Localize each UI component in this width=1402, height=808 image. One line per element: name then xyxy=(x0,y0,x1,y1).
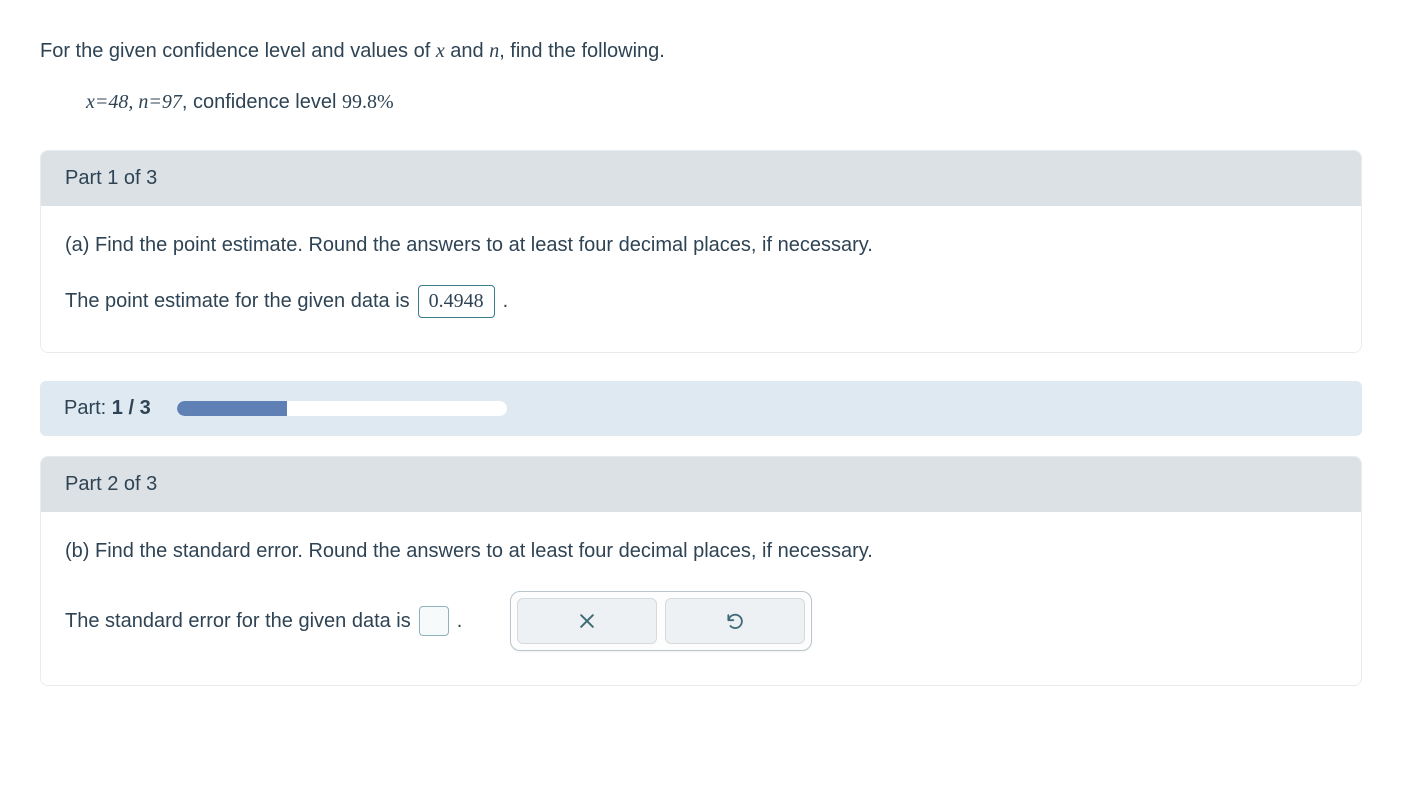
part-2-card: Part 2 of 3 (b) Find the standard error.… xyxy=(40,456,1362,686)
progress-label-prefix: Part: xyxy=(64,397,112,419)
intro-suffix: , find the following. xyxy=(499,40,665,62)
intro-mid: and xyxy=(445,40,489,62)
undo-icon xyxy=(725,611,745,631)
x-icon xyxy=(577,611,597,631)
answer-toolbar xyxy=(510,591,812,651)
part-2-answer-input[interactable] xyxy=(419,606,449,636)
problem-intro: For the given confidence level and value… xyxy=(40,40,1362,63)
progress-label-value: 1 / 3 xyxy=(112,397,151,419)
part-1-answer-prefix: The point estimate for the given data is xyxy=(65,290,410,313)
part-1-card: Part 1 of 3 (a) Find the point estimate.… xyxy=(40,150,1362,353)
clear-button[interactable] xyxy=(517,598,657,644)
part-1-header: Part 1 of 3 xyxy=(41,151,1361,206)
part-1-answer-line: The point estimate for the given data is… xyxy=(65,285,1337,318)
progress-fill xyxy=(177,401,287,416)
given-level: 99.8% xyxy=(342,91,394,113)
intro-prefix: For the given confidence level and value… xyxy=(40,40,436,62)
part-1-body: (a) Find the point estimate. Round the a… xyxy=(41,206,1361,352)
given-expression: x=48, n=97 xyxy=(86,91,182,113)
part-2-prompt: (b) Find the standard error. Round the a… xyxy=(65,540,1337,563)
part-2-answer-suffix: . xyxy=(457,610,463,633)
given-text: , confidence level xyxy=(182,91,342,113)
part-2-body: (b) Find the standard error. Round the a… xyxy=(41,512,1361,685)
reset-button[interactable] xyxy=(665,598,805,644)
intro-var-x: x xyxy=(436,40,445,62)
part-1-answer-box[interactable]: 0.4948 xyxy=(418,285,495,318)
progress-bar xyxy=(177,401,507,416)
part-1-answer-suffix: . xyxy=(503,290,509,313)
given-values: x=48, n=97, confidence level 99.8% xyxy=(86,91,1362,114)
progress-block: Part: 1 / 3 xyxy=(40,381,1362,436)
part-1-prompt: (a) Find the point estimate. Round the a… xyxy=(65,234,1337,257)
intro-var-n: n xyxy=(489,40,499,62)
part-2-header: Part 2 of 3 xyxy=(41,457,1361,512)
progress-label: Part: 1 / 3 xyxy=(64,397,151,420)
part-2-answer-prefix: The standard error for the given data is xyxy=(65,610,411,633)
part-2-answer-line: The standard error for the given data is… xyxy=(65,591,1337,651)
